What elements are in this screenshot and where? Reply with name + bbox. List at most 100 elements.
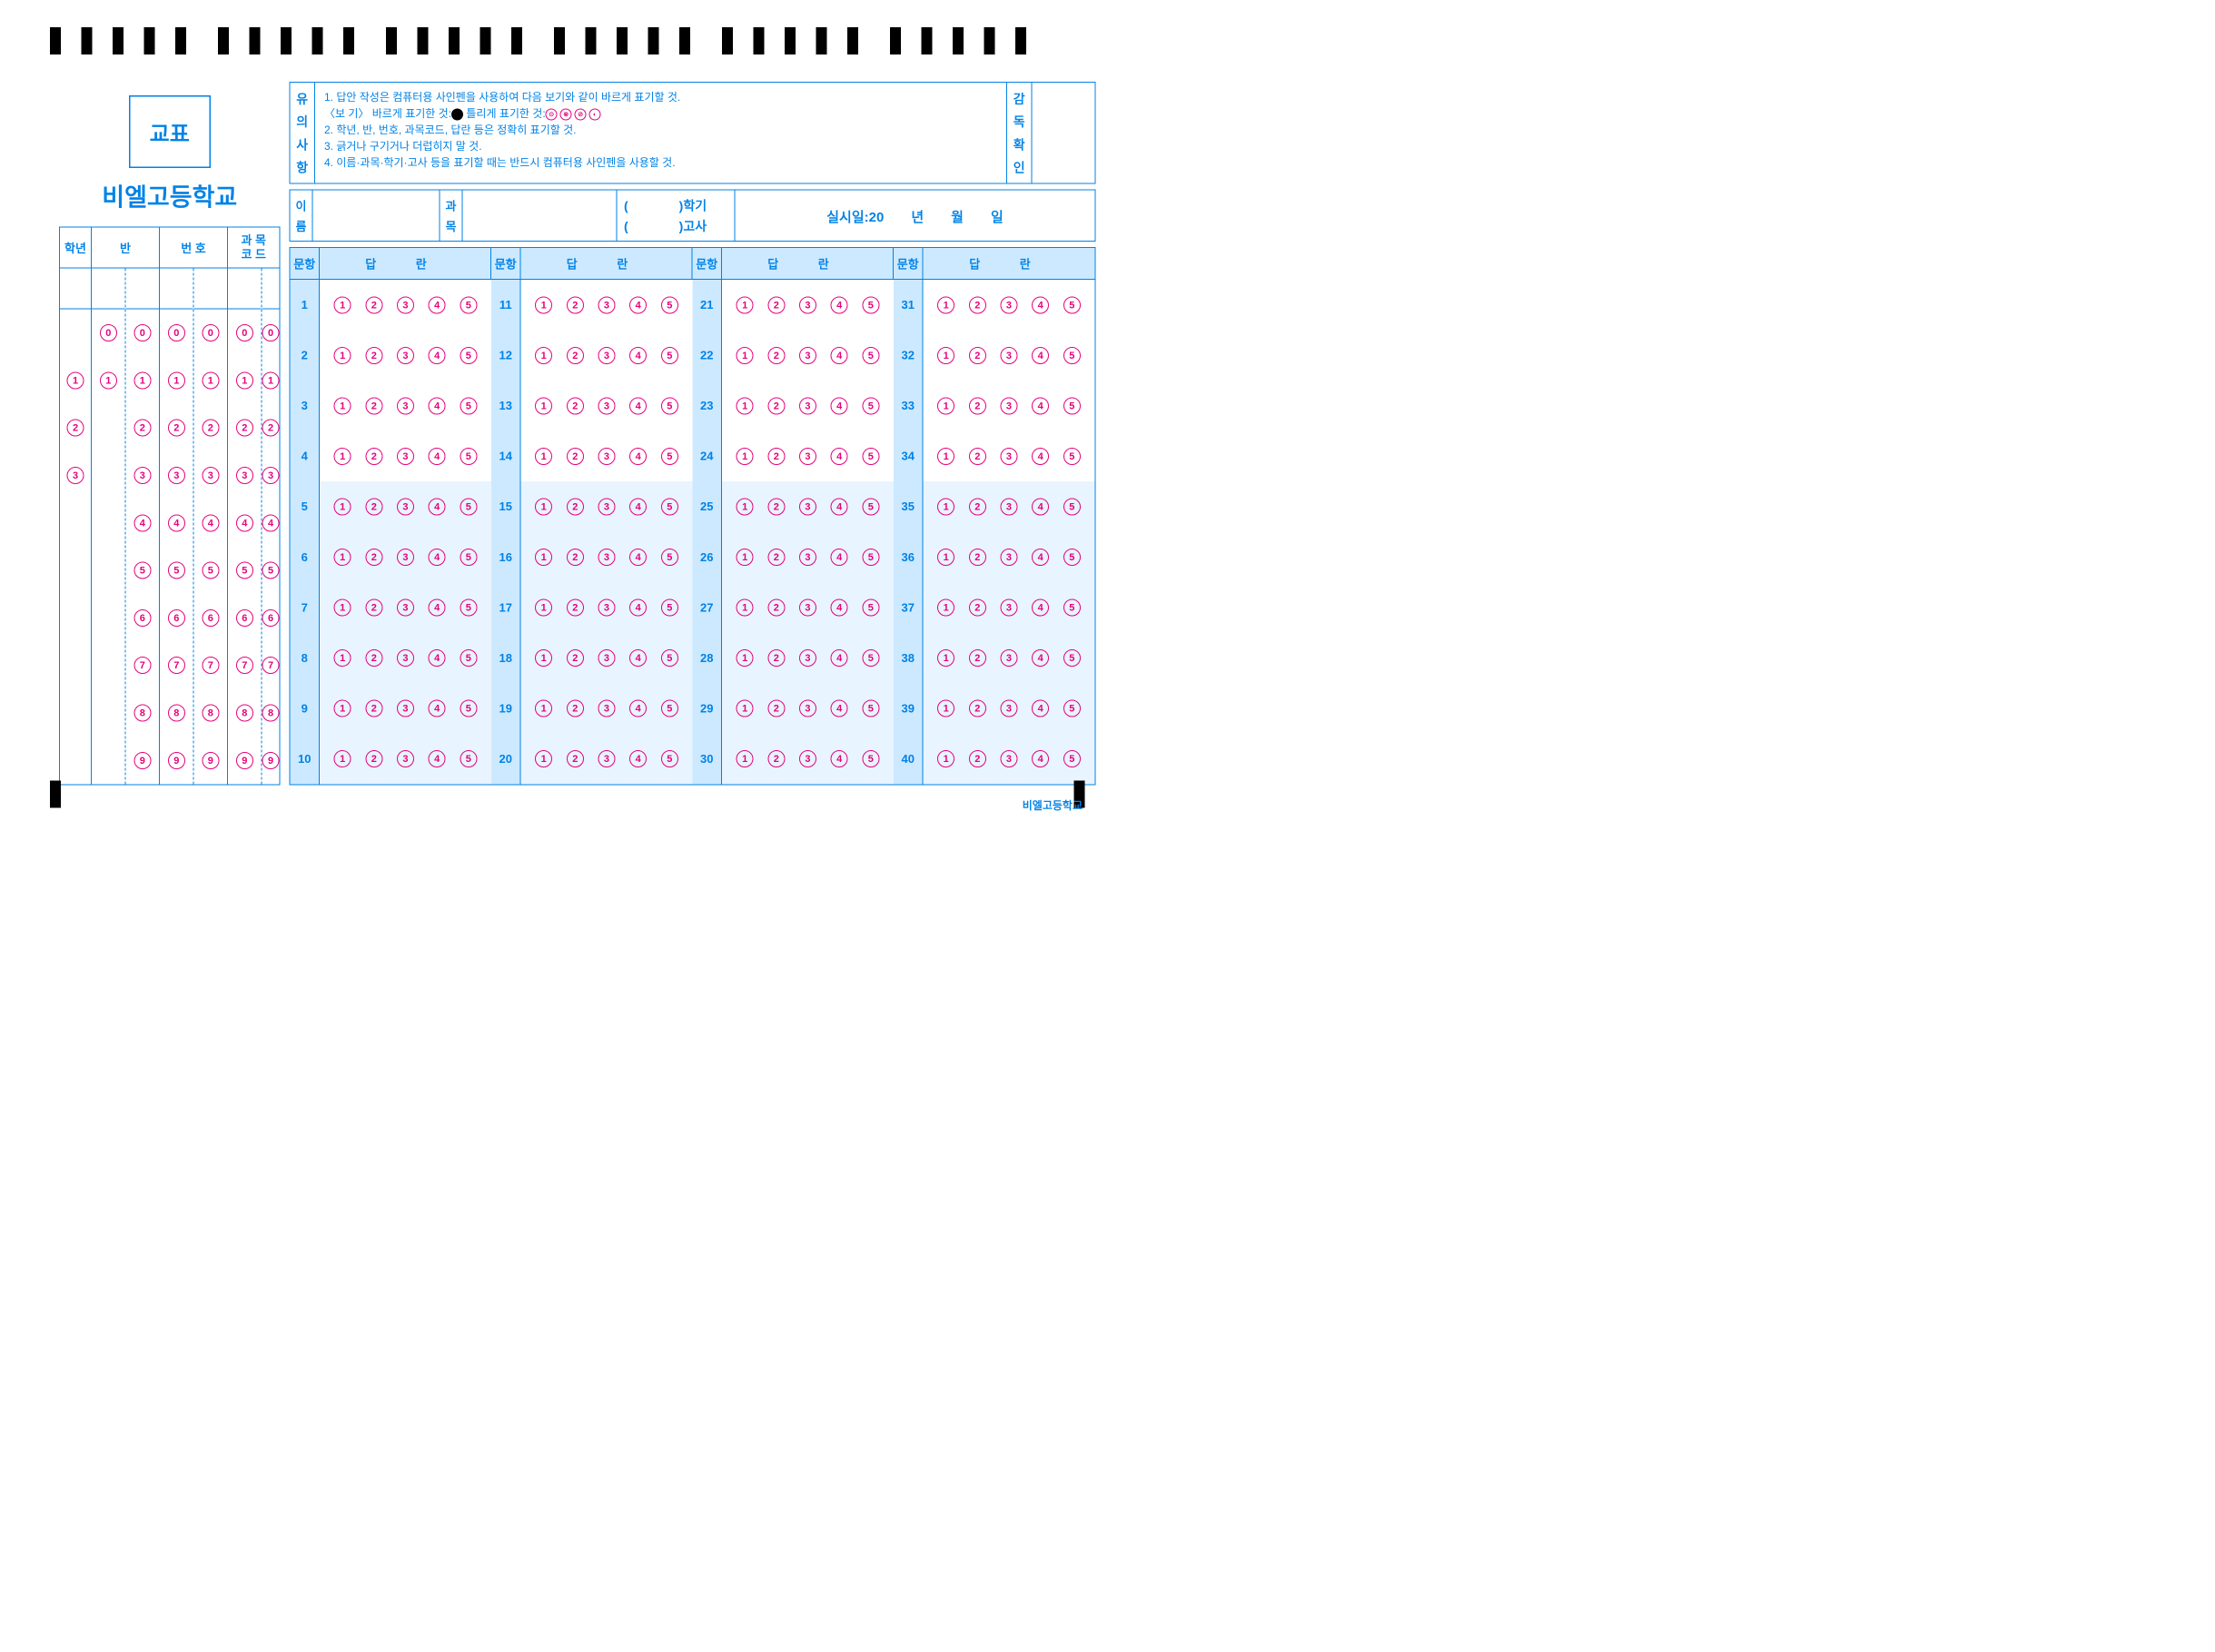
bubble-option-4[interactable]: 4 [429, 700, 446, 717]
bubble-option-2[interactable]: 2 [67, 420, 84, 437]
bubble-option-2[interactable]: 2 [365, 397, 382, 414]
bubble-option-2[interactable]: 2 [567, 750, 584, 767]
write-cell[interactable] [228, 269, 262, 310]
bubble-option-3[interactable]: 3 [1000, 448, 1017, 465]
bubble-option-3[interactable]: 3 [1000, 549, 1017, 566]
bubble-option-1[interactable]: 1 [737, 599, 754, 617]
bubble-option-5[interactable]: 5 [862, 347, 879, 364]
bubble-option-5[interactable]: 5 [862, 649, 879, 667]
bubble-option-3[interactable]: 3 [397, 397, 414, 414]
bubble-option-3[interactable]: 3 [799, 498, 816, 515]
supervisor-sign-box[interactable] [1032, 83, 1095, 183]
bubble-option-1[interactable]: 1 [67, 371, 84, 389]
bubble-option-2[interactable]: 2 [567, 649, 584, 667]
bubble-option-1[interactable]: 1 [737, 448, 754, 465]
bubble-option-3[interactable]: 3 [598, 750, 615, 767]
bubble-option-1[interactable]: 1 [334, 498, 351, 515]
bubble-option-1[interactable]: 1 [535, 448, 552, 465]
bubble-option-3[interactable]: 3 [202, 467, 219, 484]
bubble-option-0[interactable]: 0 [236, 324, 253, 341]
bubble-option-5[interactable]: 5 [460, 549, 477, 566]
bubble-option-6[interactable]: 6 [262, 609, 280, 627]
bubble-option-2[interactable]: 2 [767, 448, 785, 465]
bubble-option-3[interactable]: 3 [799, 649, 816, 667]
bubble-option-1[interactable]: 1 [334, 750, 351, 767]
bubble-option-3[interactable]: 3 [598, 549, 615, 566]
bubble-option-6[interactable]: 6 [236, 609, 253, 627]
bubble-option-1[interactable]: 1 [535, 750, 552, 767]
bubble-option-2[interactable]: 2 [969, 448, 986, 465]
bubble-option-2[interactable]: 2 [767, 549, 785, 566]
bubble-option-2[interactable]: 2 [365, 549, 382, 566]
bubble-option-1[interactable]: 1 [236, 371, 253, 389]
write-cell[interactable] [126, 269, 160, 310]
bubble-option-5[interactable]: 5 [460, 347, 477, 364]
bubble-option-1[interactable]: 1 [535, 649, 552, 667]
bubble-option-1[interactable]: 1 [535, 397, 552, 414]
bubble-option-5[interactable]: 5 [862, 397, 879, 414]
bubble-option-1[interactable]: 1 [937, 397, 954, 414]
bubble-option-6[interactable]: 6 [133, 609, 151, 627]
bubble-option-4[interactable]: 4 [831, 397, 848, 414]
bubble-option-1[interactable]: 1 [535, 498, 552, 515]
bubble-option-2[interactable]: 2 [767, 700, 785, 717]
bubble-option-1[interactable]: 1 [737, 347, 754, 364]
bubble-option-3[interactable]: 3 [1000, 599, 1017, 617]
bubble-option-3[interactable]: 3 [1000, 347, 1017, 364]
bubble-option-4[interactable]: 4 [236, 514, 253, 531]
bubble-option-3[interactable]: 3 [598, 498, 615, 515]
bubble-option-1[interactable]: 1 [133, 371, 151, 389]
bubble-option-2[interactable]: 2 [365, 750, 382, 767]
bubble-option-0[interactable]: 0 [100, 324, 117, 341]
bubble-option-2[interactable]: 2 [133, 420, 151, 437]
bubble-option-4[interactable]: 4 [429, 448, 446, 465]
bubble-option-1[interactable]: 1 [937, 498, 954, 515]
bubble-option-5[interactable]: 5 [661, 296, 678, 313]
bubble-option-7[interactable]: 7 [236, 657, 253, 674]
bubble-option-3[interactable]: 3 [397, 649, 414, 667]
bubble-option-2[interactable]: 2 [969, 549, 986, 566]
bubble-option-5[interactable]: 5 [661, 448, 678, 465]
bubble-option-5[interactable]: 5 [661, 599, 678, 617]
name-field[interactable] [313, 191, 440, 242]
bubble-option-3[interactable]: 3 [799, 700, 816, 717]
bubble-option-2[interactable]: 2 [262, 420, 280, 437]
bubble-option-4[interactable]: 4 [629, 397, 647, 414]
bubble-option-3[interactable]: 3 [133, 467, 151, 484]
bubble-option-2[interactable]: 2 [567, 296, 584, 313]
bubble-option-3[interactable]: 3 [397, 347, 414, 364]
bubble-option-1[interactable]: 1 [334, 397, 351, 414]
bubble-option-1[interactable]: 1 [535, 599, 552, 617]
bubble-option-1[interactable]: 1 [334, 448, 351, 465]
bubble-option-5[interactable]: 5 [862, 750, 879, 767]
bubble-option-2[interactable]: 2 [969, 750, 986, 767]
bubble-option-4[interactable]: 4 [831, 549, 848, 566]
bubble-option-2[interactable]: 2 [767, 296, 785, 313]
bubble-option-5[interactable]: 5 [661, 649, 678, 667]
bubble-option-1[interactable]: 1 [737, 296, 754, 313]
bubble-option-5[interactable]: 5 [862, 296, 879, 313]
bubble-option-3[interactable]: 3 [397, 549, 414, 566]
bubble-option-2[interactable]: 2 [969, 347, 986, 364]
bubble-option-4[interactable]: 4 [1032, 347, 1049, 364]
bubble-option-4[interactable]: 4 [202, 514, 219, 531]
bubble-option-5[interactable]: 5 [862, 700, 879, 717]
bubble-option-4[interactable]: 4 [168, 514, 185, 531]
bubble-option-2[interactable]: 2 [767, 599, 785, 617]
bubble-option-9[interactable]: 9 [168, 752, 185, 769]
bubble-option-5[interactable]: 5 [661, 700, 678, 717]
bubble-option-4[interactable]: 4 [133, 514, 151, 531]
bubble-option-4[interactable]: 4 [831, 700, 848, 717]
bubble-option-3[interactable]: 3 [598, 397, 615, 414]
bubble-option-2[interactable]: 2 [767, 347, 785, 364]
bubble-option-3[interactable]: 3 [1000, 750, 1017, 767]
bubble-option-4[interactable]: 4 [1032, 599, 1049, 617]
bubble-option-3[interactable]: 3 [262, 467, 280, 484]
bubble-option-3[interactable]: 3 [598, 448, 615, 465]
date-field[interactable]: 실시일:20 년 월 일 [736, 191, 1095, 242]
bubble-option-5[interactable]: 5 [862, 448, 879, 465]
bubble-option-1[interactable]: 1 [168, 371, 185, 389]
bubble-option-5[interactable]: 5 [862, 498, 879, 515]
bubble-option-5[interactable]: 5 [460, 649, 477, 667]
bubble-option-2[interactable]: 2 [202, 420, 219, 437]
